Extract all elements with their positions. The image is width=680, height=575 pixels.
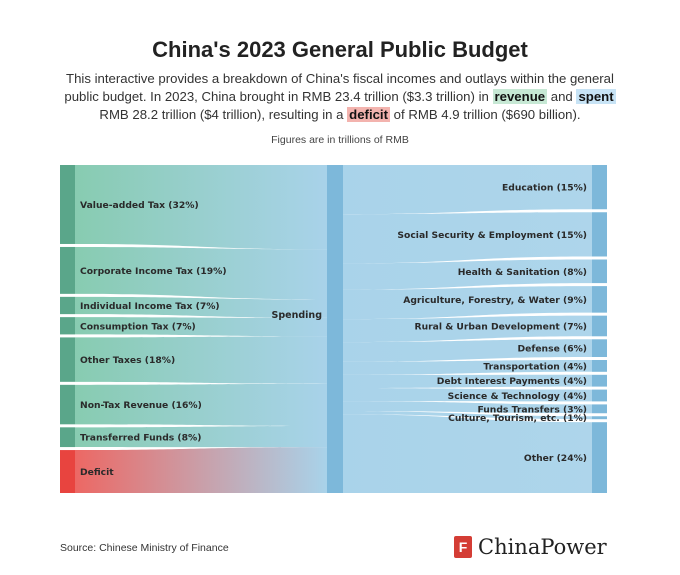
page-title: China's 2023 General Public Budget (152, 37, 528, 62)
target-node-science-technology[interactable] (592, 389, 607, 402)
target-label-education: Education (15%) (502, 183, 587, 194)
flow-other-taxes[interactable] (75, 336, 327, 384)
target-node-social-security-employment[interactable] (592, 212, 607, 257)
source-label-transferred-funds: Transferred Funds (8%) (80, 433, 201, 444)
spending-node[interactable] (327, 165, 343, 493)
sankey-links (75, 165, 592, 493)
source-node-transferred-funds[interactable] (60, 427, 75, 448)
flow-transportation[interactable] (343, 360, 592, 375)
flow-consumption-tax[interactable] (75, 317, 327, 337)
chinapower-logo-icon: F (454, 536, 472, 558)
source-node-consumption-tax[interactable] (60, 317, 75, 335)
intro-text-3: RMB 28.2 trillion ($4 trillion), resulti… (99, 107, 348, 122)
target-label-agriculture-forestry-water: Agriculture, Forestry, & Water (9%) (403, 295, 587, 306)
flow-culture-tourism-etc[interactable] (343, 411, 592, 420)
target-label-rural-urban-development: Rural & Urban Development (7%) (415, 321, 587, 332)
flow-value-added-tax[interactable] (75, 165, 327, 250)
intro-text-2: and (547, 89, 577, 104)
target-node-education[interactable] (592, 165, 607, 210)
flow-deficit[interactable] (75, 447, 327, 493)
source-node-deficit[interactable] (60, 450, 75, 493)
target-node-health-sanitation[interactable] (592, 259, 607, 284)
flow-other[interactable] (343, 414, 592, 493)
chinapower-logo[interactable]: F ChinaPower (454, 534, 607, 560)
chinapower-logo-text: ChinaPower (478, 535, 607, 559)
target-node-funds-transfers[interactable] (592, 404, 607, 414)
flow-health-sanitation[interactable] (343, 259, 592, 290)
target-label-culture-tourism-etc: Culture, Tourism, etc. (1%) (448, 413, 587, 424)
flow-debt-interest-payments[interactable] (343, 374, 592, 389)
target-node-transportation[interactable] (592, 360, 607, 372)
flow-individual-income-tax[interactable] (75, 296, 327, 318)
flow-corporate-income-tax[interactable] (75, 246, 327, 300)
source-label-value-added-tax: Value-added Tax (32%) (80, 200, 199, 211)
flow-non-tax-revenue[interactable] (75, 383, 327, 427)
source-node-non-tax-revenue[interactable] (60, 384, 75, 425)
source-node-corporate-income-tax[interactable] (60, 246, 75, 294)
target-label-transportation: Transportation (4%) (483, 361, 587, 372)
revenue-highlight: revenue (492, 89, 548, 104)
target-node-debt-interest-payments[interactable] (592, 374, 607, 387)
flow-education[interactable] (343, 165, 592, 215)
target-label-science-technology: Science & Technology (4%) (448, 391, 587, 402)
target-node-other[interactable] (592, 422, 607, 493)
flow-funds-transfers[interactable] (343, 401, 592, 414)
flow-transferred-funds[interactable] (75, 426, 327, 448)
sankey-labels: Value-added Tax (32%) Corporate Income Ta… (80, 183, 587, 478)
intro-text-1: This interactive provides a breakdown of… (64, 71, 614, 104)
flow-social-security-employment[interactable] (343, 212, 592, 264)
target-label-other: Other (24%) (524, 453, 587, 464)
target-node-agriculture-forestry-water[interactable] (592, 286, 607, 313)
source-label-non-tax-revenue: Non-Tax Revenue (16%) (80, 400, 202, 411)
source-label-deficit: Deficit (80, 467, 114, 478)
spending-label: Spending (272, 310, 322, 321)
flow-defense[interactable] (343, 339, 592, 362)
source-label-corporate-income-tax: Corporate Income Tax (19%) (80, 266, 227, 277)
units-note: Figures are in trillions of RMB (271, 134, 409, 146)
target-label-debt-interest-payments: Debt Interest Payments (4%) (437, 376, 587, 387)
sankey-nodes (60, 165, 607, 493)
flow-rural-urban-development[interactable] (343, 315, 592, 343)
target-label-social-security-employment: Social Security & Employment (15%) (397, 230, 587, 241)
target-label-funds-transfers: Funds Transfers (3%) (477, 404, 587, 415)
target-node-defense[interactable] (592, 339, 607, 357)
intro-text-4: of RMB 4.9 trillion ($690 billion). (390, 107, 581, 122)
target-label-defense: Defense (6%) (517, 344, 587, 355)
intro-paragraph: This interactive provides a breakdown of… (52, 70, 628, 124)
source-node-other-taxes[interactable] (60, 337, 75, 382)
target-node-culture-tourism-etc[interactable] (592, 416, 607, 420)
target-node-rural-urban-development[interactable] (592, 315, 607, 337)
flow-agriculture-forestry-water[interactable] (343, 286, 592, 320)
target-label-health-sanitation: Health & Sanitation (8%) (458, 267, 587, 278)
source-note: Source: Chinese Ministry of Finance (60, 542, 229, 554)
source-node-individual-income-tax[interactable] (60, 296, 75, 315)
deficit-highlight: deficit (347, 107, 390, 122)
source-label-other-taxes: Other Taxes (18%) (80, 355, 175, 366)
source-label-consumption-tax: Consumption Tax (7%) (80, 321, 196, 332)
source-label-individual-income-tax: Individual Income Tax (7%) (80, 301, 220, 312)
spent-highlight: spent (576, 89, 616, 104)
flow-science-technology[interactable] (343, 388, 592, 402)
source-node-value-added-tax[interactable] (60, 165, 75, 244)
